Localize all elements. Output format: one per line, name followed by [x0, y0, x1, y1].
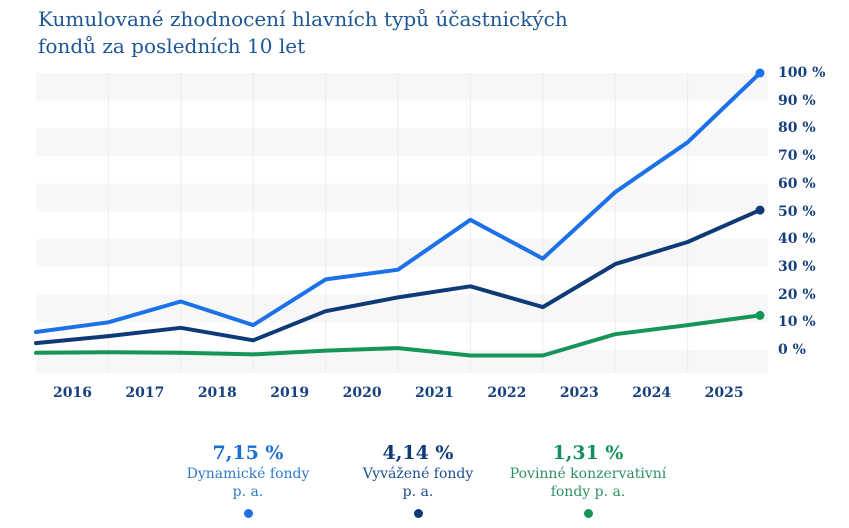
y-tick-label: 50 %: [778, 203, 816, 220]
legend-label: fondy p. a.: [550, 484, 626, 500]
chart-title-line2: fondů za posledních 10 let: [38, 34, 306, 58]
legend-value: 4,14 %: [382, 442, 454, 464]
x-tick-label: 2018: [197, 385, 237, 401]
grid-stripe: [36, 350, 768, 373]
y-tick-label: 0 %: [778, 342, 806, 358]
legend-value: 1,31 %: [552, 442, 624, 464]
y-tick-label: 30 %: [778, 258, 816, 275]
y-tick-label: 40 %: [778, 231, 816, 248]
series-line-dynamick-fondy: [34, 71, 762, 334]
grid-stripe: [36, 183, 768, 212]
y-tick-label: 70 %: [778, 148, 816, 165]
x-tick-label: 2024: [632, 385, 672, 401]
y-tick-label: 60 %: [778, 175, 816, 192]
series-endpoint-dot: [755, 310, 765, 320]
series-line-vyv-en-fondy: [34, 208, 762, 346]
legend-value: 7,15 %: [212, 442, 284, 464]
legend-label: p. a.: [232, 484, 264, 500]
legend-item: 7,15 % Dynamické fondy p. a.: [138, 442, 358, 522]
y-tick-label: 90 %: [778, 92, 816, 109]
x-tick-label: 2025: [704, 385, 744, 401]
x-tick-label: 2016: [53, 385, 92, 401]
legend-label: Dynamické fondy: [186, 466, 310, 482]
line-chart-plot: [34, 68, 768, 373]
legend-label: Povinné konzervativní: [509, 466, 667, 482]
x-tick-label: 2020: [342, 385, 382, 401]
legend-label: p. a.: [402, 484, 434, 500]
legend-dot-icon: [413, 509, 423, 518]
series-line-povinn-konzervativn-fondy: [34, 313, 762, 358]
x-tick-label: 2021: [415, 385, 454, 401]
y-tick-label: 80 %: [778, 120, 816, 137]
legend-item: 1,31 % Povinné konzervativní fondy p. a.: [478, 442, 698, 522]
legend-label: Vyvážené fondy: [362, 466, 474, 482]
x-tick-label: 2019: [270, 385, 310, 401]
chart-title: Kumulované zhodnocení hlavních typů účas…: [38, 6, 678, 60]
legend: 7,15 % Dynamické fondy p. a. 4,14 % Vyvážené…: [0, 442, 849, 522]
legend-dot-icon: [583, 509, 593, 518]
y-tick-label: 20 %: [778, 286, 816, 303]
legend-item: 4,14 % Vyvážené fondy p. a.: [308, 442, 528, 522]
y-tick-label: 10 %: [778, 314, 816, 331]
series-endpoint-dot: [755, 205, 765, 215]
y-tick-label: 100 %: [778, 65, 826, 81]
x-tick-label: 2023: [559, 385, 599, 401]
series-endpoint-dot: [755, 68, 765, 78]
grid-stripe: [36, 128, 768, 157]
grid-stripe: [36, 73, 768, 101]
x-tick-label: 2017: [125, 385, 165, 401]
x-tick-label: 2022: [487, 385, 527, 401]
legend-dot-icon: [243, 509, 253, 518]
chart-title-line1: Kumulované zhodnocení hlavních typů účas…: [38, 7, 568, 31]
